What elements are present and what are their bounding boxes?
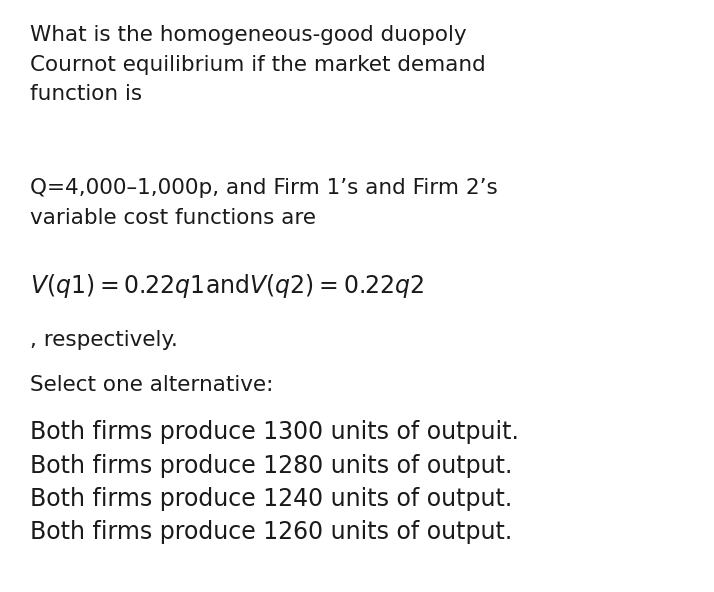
Text: Q=4,000–1,000p, and Firm 1’s and Firm 2’s
variable cost functions are: Q=4,000–1,000p, and Firm 1’s and Firm 2’… — [30, 178, 498, 227]
Text: $\mathit{V}(\mathit{q}1) = 0.22\mathit{q}1\mathrm{and}\mathit{V}(\mathit{q}2) = : $\mathit{V}(\mathit{q}1) = 0.22\mathit{q… — [30, 272, 424, 300]
Text: What is the homogeneous-good duopoly
Cournot equilibrium if the market demand
fu: What is the homogeneous-good duopoly Cou… — [30, 25, 486, 104]
Text: Both firms produce 1300 units of outpuit.
Both firms produce 1280 units of outpu: Both firms produce 1300 units of outpuit… — [30, 420, 519, 545]
Text: Select one alternative:: Select one alternative: — [30, 375, 273, 395]
Text: , respectively.: , respectively. — [30, 330, 178, 350]
